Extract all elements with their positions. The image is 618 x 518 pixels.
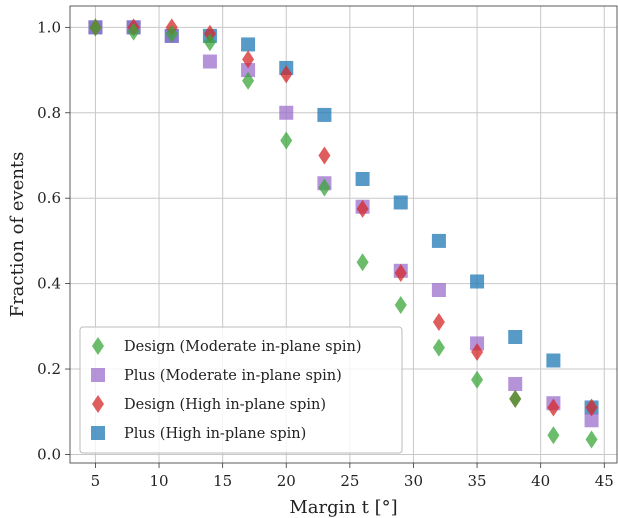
data-point	[203, 33, 216, 52]
data-point	[393, 195, 408, 210]
legend-label: Design (Moderate in-plane spin)	[124, 339, 362, 355]
data-point	[356, 253, 369, 272]
x-tick-label: 20	[277, 472, 296, 490]
data-point	[202, 54, 217, 69]
legend-item: Design (Moderate in-plane spin)	[92, 337, 362, 355]
data-point	[89, 18, 102, 37]
x-tick-label: 35	[468, 472, 487, 490]
data-point	[317, 107, 332, 122]
data-point	[318, 146, 331, 165]
legend-marker	[92, 395, 104, 413]
data-point	[471, 342, 484, 361]
data-point	[279, 105, 294, 120]
legend: Design (Moderate in-plane spin) Plus (Mod…	[79, 326, 403, 454]
x-tick-label: 40	[531, 472, 550, 490]
data-point	[355, 171, 370, 186]
data-point	[585, 398, 598, 417]
y-tick-label: 0.2	[37, 360, 61, 378]
x-tick-label: 10	[149, 472, 168, 490]
x-tick-label: 5	[91, 472, 101, 490]
data-point	[241, 63, 256, 78]
data-point	[432, 338, 445, 357]
legend-label: Plus (Moderate in-plane spin)	[124, 368, 342, 384]
data-point	[165, 24, 178, 43]
data-points	[88, 18, 599, 449]
x-axis-title: Margin t [°]	[289, 497, 397, 518]
legend-box	[79, 326, 403, 454]
data-point	[509, 389, 522, 408]
y-tick-label: 1.0	[37, 18, 61, 36]
legend-item: Design (High in-plane spin)	[92, 395, 326, 413]
data-point	[356, 199, 369, 218]
data-point	[508, 330, 523, 345]
data-point	[547, 398, 560, 417]
legend-marker	[92, 337, 104, 355]
x-tick-label: 25	[340, 472, 359, 490]
legend-label: Design (High in-plane spin)	[124, 397, 326, 413]
x-tick-label: 45	[595, 472, 614, 490]
data-point	[318, 178, 331, 197]
axis-ticks: 5 10 15 20 25 30 35 40 45 0.0 0.2 0.4 0.6 0.8 1.0	[37, 18, 614, 490]
data-point	[432, 313, 445, 332]
data-point	[242, 71, 255, 90]
data-point	[127, 22, 140, 41]
y-tick-label: 0.8	[37, 104, 61, 122]
data-point	[242, 50, 255, 69]
series-1	[89, 18, 598, 449]
data-point	[280, 65, 293, 84]
data-point	[241, 37, 256, 52]
legend-label: Plus (High in-plane spin)	[124, 426, 306, 442]
y-tick-label: 0.4	[37, 275, 61, 293]
y-tick-label: 0.0	[37, 445, 61, 463]
data-point	[547, 426, 560, 445]
data-point	[471, 370, 484, 389]
data-point	[585, 430, 598, 449]
data-point	[394, 263, 407, 282]
x-tick-label: 30	[404, 472, 423, 490]
y-axis-title: Fraction of events	[7, 152, 28, 318]
x-tick-label: 15	[213, 472, 232, 490]
data-point	[431, 283, 446, 298]
plot-frame	[69, 5, 618, 464]
data-point	[431, 233, 446, 248]
legend-marker	[91, 368, 105, 382]
legend-marker	[91, 426, 105, 440]
legend-item: Plus (High in-plane spin)	[91, 426, 306, 442]
legend-item: Plus (Moderate in-plane spin)	[91, 368, 342, 384]
data-point	[508, 376, 523, 391]
data-point	[394, 295, 407, 314]
data-point	[280, 131, 293, 150]
data-point	[470, 274, 485, 289]
data-point	[546, 353, 561, 368]
y-tick-label: 0.6	[37, 189, 61, 207]
data-point	[584, 413, 599, 428]
